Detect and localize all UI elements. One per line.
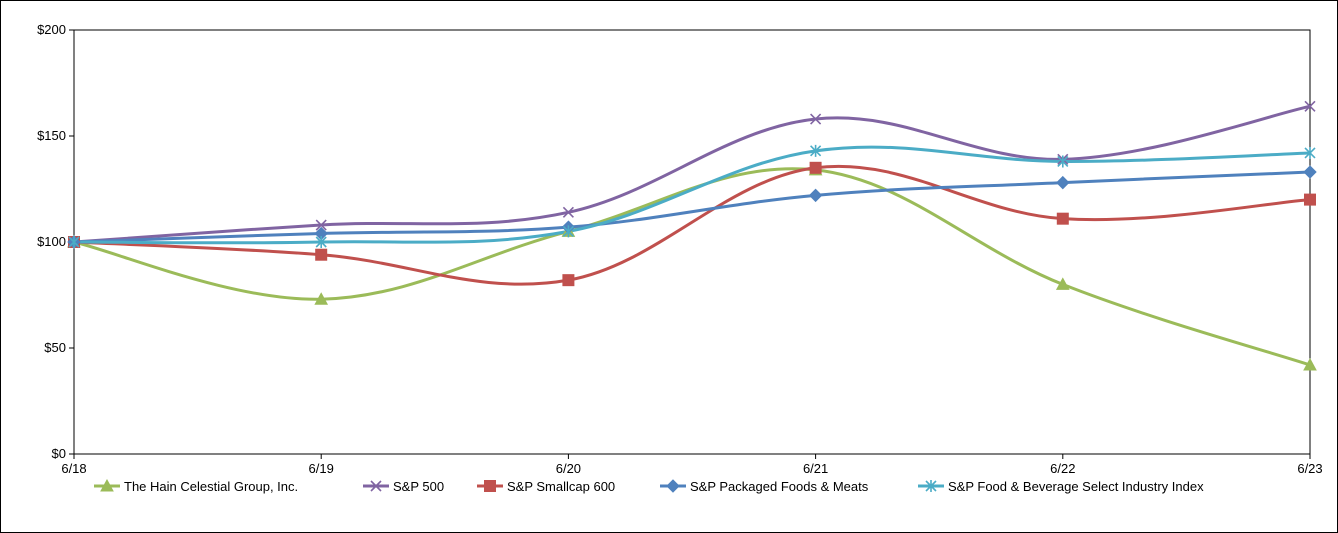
legend: The Hain Celestial Group, Inc. S&P 500 S&P… [94,478,1204,494]
legend-label: S&P Food & Beverage Select Industry Inde… [948,479,1204,494]
data-point-s1-3 [810,113,822,125]
legend-label: The Hain Celestial Group, Inc. [124,479,298,494]
data-point-s0-4 [1055,277,1070,290]
series-line-1 [73,104,1311,244]
series-markers [67,100,1317,371]
data-point-s1-2 [562,206,574,218]
series-lines [73,104,1311,367]
data-point-s2-2 [562,274,575,287]
legend-swatch-marker [100,478,114,492]
data-point-s4-1 [315,236,327,248]
data-point-s2-1 [315,248,328,261]
x-tick-label: 6/21 [803,461,828,476]
legend-swatch-marker [925,480,937,492]
series-line-2 [73,164,1311,286]
series-line-3 [73,170,1311,244]
legend-label: S&P 500 [393,479,444,494]
y-axis: $0 $50 $100 $150 $200 [37,22,74,461]
data-point-s1-1 [315,219,327,231]
x-tick-label: 6/20 [556,461,581,476]
y-tick-label: $100 [37,234,66,249]
x-tick-label: 6/22 [1050,461,1075,476]
x-tick-label: 6/19 [309,461,334,476]
data-point-s0-5 [1303,357,1317,371]
data-point-s2-4 [1056,212,1069,225]
data-point-s4-2 [562,225,574,238]
x-tick-label: 6/18 [61,461,86,476]
data-point-s4-0 [68,236,80,248]
data-point-s3-4 [1056,175,1070,190]
y-tick-label: $200 [37,22,66,37]
data-point-s4-4 [1057,155,1069,168]
data-point-s4-5 [1304,146,1316,159]
x-tick-label: 6/23 [1297,461,1322,476]
series-line-4 [73,145,1311,245]
data-point-s3-5 [1303,165,1317,179]
y-tick-label: $0 [52,446,66,461]
legend-swatch-marker [484,480,496,492]
data-point-s2-5 [1304,193,1316,206]
data-point-s4-3 [810,144,822,157]
legend-label: S&P Packaged Foods & Meats [690,479,869,494]
data-point-s3-3 [808,188,823,203]
data-point-s2-3 [809,161,822,174]
y-tick-label: $150 [37,128,66,143]
x-axis: 6/18 6/19 6/20 6/21 6/22 6/23 [61,454,1323,476]
legend-swatch-marker [370,480,382,492]
data-point-s0-1 [314,292,329,305]
legend-label: S&P Smallcap 600 [507,479,615,494]
legend-swatch-marker [666,479,680,493]
data-point-s1-5 [1304,100,1316,112]
y-tick-label: $50 [44,340,66,355]
